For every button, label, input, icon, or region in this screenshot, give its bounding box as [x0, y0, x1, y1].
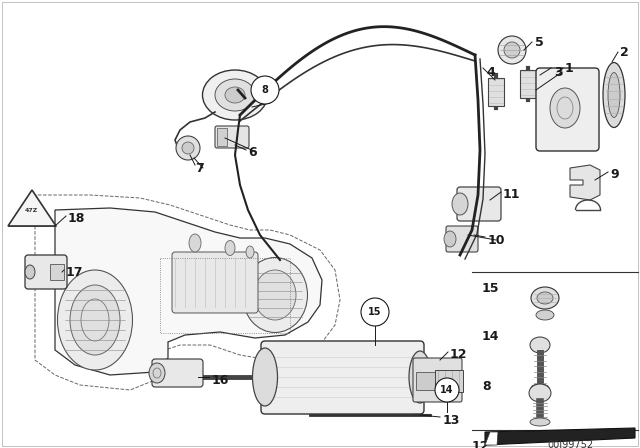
- FancyBboxPatch shape: [172, 252, 258, 313]
- Text: 8: 8: [262, 85, 268, 95]
- Bar: [520, 70, 536, 98]
- Text: 7: 7: [195, 161, 204, 175]
- Text: 12: 12: [450, 349, 467, 362]
- Ellipse shape: [189, 234, 201, 252]
- Text: 13: 13: [443, 414, 460, 426]
- Text: 17: 17: [66, 267, 83, 280]
- Polygon shape: [570, 165, 600, 200]
- Text: 10: 10: [488, 233, 506, 246]
- Ellipse shape: [202, 70, 268, 120]
- Polygon shape: [55, 208, 322, 375]
- Ellipse shape: [58, 270, 132, 370]
- Text: 5: 5: [535, 35, 544, 48]
- Text: 3: 3: [554, 65, 563, 78]
- Ellipse shape: [225, 87, 245, 103]
- Ellipse shape: [498, 36, 526, 64]
- Ellipse shape: [530, 418, 550, 426]
- Ellipse shape: [608, 73, 620, 117]
- Text: 9: 9: [610, 168, 619, 181]
- Text: 14: 14: [440, 385, 454, 395]
- FancyBboxPatch shape: [536, 68, 599, 151]
- Text: 1: 1: [565, 61, 573, 74]
- Ellipse shape: [70, 285, 120, 355]
- FancyBboxPatch shape: [457, 187, 501, 221]
- Ellipse shape: [444, 231, 456, 247]
- Bar: [217, 128, 227, 146]
- Polygon shape: [485, 428, 635, 445]
- Text: 16: 16: [212, 374, 229, 387]
- Ellipse shape: [530, 337, 550, 353]
- Text: 15: 15: [368, 307, 381, 317]
- Circle shape: [251, 76, 279, 104]
- Ellipse shape: [409, 351, 431, 403]
- Text: 12: 12: [472, 440, 490, 448]
- Text: 2: 2: [620, 46, 628, 59]
- Text: 18: 18: [68, 211, 85, 224]
- Ellipse shape: [536, 310, 554, 320]
- Circle shape: [361, 298, 389, 326]
- FancyBboxPatch shape: [413, 358, 462, 402]
- Text: 14: 14: [482, 330, 499, 343]
- FancyBboxPatch shape: [152, 359, 203, 387]
- Ellipse shape: [253, 348, 278, 406]
- FancyBboxPatch shape: [446, 226, 478, 252]
- Bar: [416, 372, 436, 390]
- Ellipse shape: [603, 63, 625, 128]
- Polygon shape: [8, 190, 56, 226]
- Ellipse shape: [149, 363, 165, 383]
- Text: 4: 4: [486, 65, 495, 78]
- Circle shape: [435, 378, 459, 402]
- Text: 11: 11: [503, 189, 520, 202]
- Ellipse shape: [537, 292, 553, 304]
- Bar: [160, 258, 290, 333]
- Text: 47Z: 47Z: [24, 207, 38, 212]
- Ellipse shape: [531, 384, 549, 392]
- FancyBboxPatch shape: [25, 255, 67, 289]
- Bar: [50, 264, 64, 280]
- Text: 00I99752: 00I99752: [547, 440, 593, 448]
- Ellipse shape: [243, 258, 307, 332]
- Ellipse shape: [452, 193, 468, 215]
- Text: 8: 8: [482, 380, 491, 393]
- Ellipse shape: [531, 287, 559, 309]
- Bar: [435, 370, 463, 392]
- Circle shape: [176, 136, 200, 160]
- Ellipse shape: [246, 246, 254, 258]
- Circle shape: [182, 142, 194, 154]
- Ellipse shape: [215, 79, 255, 111]
- Ellipse shape: [254, 270, 296, 320]
- Text: 6: 6: [248, 146, 257, 159]
- Ellipse shape: [504, 42, 520, 58]
- Text: 15: 15: [482, 282, 499, 295]
- FancyBboxPatch shape: [261, 341, 424, 414]
- Ellipse shape: [25, 265, 35, 279]
- Bar: [488, 78, 504, 106]
- Polygon shape: [485, 432, 498, 445]
- Ellipse shape: [225, 241, 235, 255]
- Ellipse shape: [529, 384, 551, 402]
- Ellipse shape: [550, 88, 580, 128]
- FancyBboxPatch shape: [215, 126, 249, 148]
